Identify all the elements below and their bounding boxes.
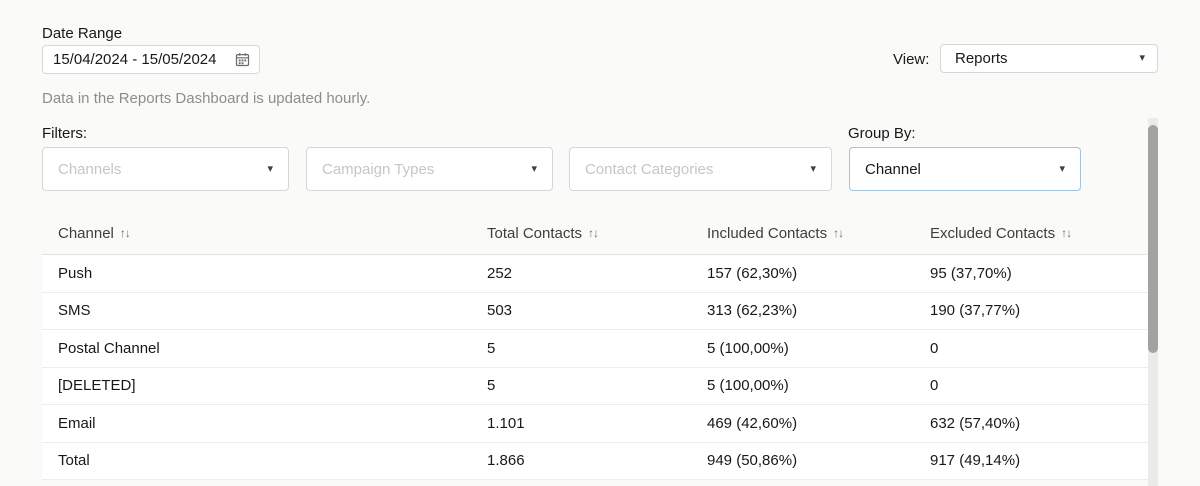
channels-filter-select[interactable]: Channels ▾ xyxy=(42,147,289,191)
sort-icon: ↑↓ xyxy=(119,226,131,240)
scrollbar-thumb[interactable] xyxy=(1148,125,1158,353)
col-header-total-contacts[interactable]: Total Contacts ↑↓ xyxy=(487,224,599,242)
cell-excluded-contacts: 95 (37,70%) xyxy=(930,264,1012,282)
table-row: Push 252 157 (62,30%) 95 (37,70%) xyxy=(42,255,1148,293)
table-row: Email 1.101 469 (42,60%) 632 (57,40%) xyxy=(42,405,1148,443)
cell-excluded-contacts: 632 (57,40%) xyxy=(930,414,1021,432)
sort-icon: ↑↓ xyxy=(588,226,599,240)
cell-excluded-contacts: 917 (49,14%) xyxy=(930,452,1021,470)
contact-categories-filter-select[interactable]: Contact Categories ▾ xyxy=(569,147,832,191)
filters-label: Filters: xyxy=(42,125,87,142)
table-row-total: Total 1.866 949 (50,86%) 917 (49,14%) xyxy=(42,442,1148,480)
caret-down-icon: ▾ xyxy=(1139,52,1145,64)
sort-icon: ↑↓ xyxy=(1061,226,1072,240)
campaign-types-filter-placeholder: Campaign Types xyxy=(322,160,435,178)
channels-filter-placeholder: Channels xyxy=(58,160,122,178)
view-select[interactable]: Reports ▾ xyxy=(940,44,1158,73)
view-label: View: xyxy=(893,51,930,68)
cell-included-contacts: 157 (62,30%) xyxy=(707,264,798,282)
caret-down-icon: ▾ xyxy=(531,162,537,175)
cell-included-contacts: 469 (42,60%) xyxy=(707,414,798,432)
cell-included-contacts: 949 (50,86%) xyxy=(707,452,798,470)
cell-included-contacts: 313 (62,23%) xyxy=(707,302,798,320)
table-row: Postal Channel 5 5 (100,00%) 0 xyxy=(42,330,1148,368)
cell-excluded-contacts: 0 xyxy=(930,339,939,357)
group-by-select[interactable]: Channel ▾ xyxy=(849,147,1081,191)
cell-channel: Total xyxy=(58,452,90,470)
cell-included-contacts: 5 (100,00%) xyxy=(707,339,789,357)
view-select-value: Reports xyxy=(955,50,1008,67)
table-row: [DELETED] 5 5 (100,00%) 0 xyxy=(42,367,1148,405)
cell-channel: SMS xyxy=(58,302,91,320)
cell-total-contacts: 1.866 xyxy=(487,452,525,470)
table-header-row: Channel ↑↓ Total Contacts ↑↓ Included Co… xyxy=(42,212,1148,255)
info-text: Data in the Reports Dashboard is updated… xyxy=(42,90,371,107)
cell-total-contacts: 5 xyxy=(487,377,496,395)
date-range-input[interactable]: 15/04/2024 - 15/05/2024 xyxy=(42,45,260,74)
caret-down-icon: ▾ xyxy=(810,162,816,175)
cell-included-contacts: 5 (100,00%) xyxy=(707,377,789,395)
cell-total-contacts: 503 xyxy=(487,302,513,320)
date-range-value: 15/04/2024 - 15/05/2024 xyxy=(53,51,217,68)
report-table: Channel ↑↓ Total Contacts ↑↓ Included Co… xyxy=(42,212,1148,480)
col-header-included-contacts[interactable]: Included Contacts ↑↓ xyxy=(707,224,844,242)
cell-channel: Email xyxy=(58,414,96,432)
col-header-channel[interactable]: Channel ↑↓ xyxy=(58,224,131,242)
date-range-label: Date Range xyxy=(42,25,123,42)
caret-down-icon: ▾ xyxy=(267,162,273,175)
cell-total-contacts: 1.101 xyxy=(487,414,525,432)
caret-down-icon: ▾ xyxy=(1059,162,1065,175)
campaign-types-filter-select[interactable]: Campaign Types ▾ xyxy=(306,147,553,191)
cell-total-contacts: 252 xyxy=(487,264,513,282)
cell-total-contacts: 5 xyxy=(487,339,496,357)
group-by-label: Group By: xyxy=(848,125,916,142)
sort-icon: ↑↓ xyxy=(833,226,844,240)
cell-excluded-contacts: 190 (37,77%) xyxy=(930,302,1021,320)
cell-channel: Postal Channel xyxy=(58,339,160,357)
cell-channel: Push xyxy=(58,264,93,282)
group-by-select-value: Channel xyxy=(865,160,921,178)
table-row: SMS 503 313 (62,23%) 190 (37,77%) xyxy=(42,292,1148,330)
calendar-icon[interactable] xyxy=(235,52,250,67)
contact-categories-filter-placeholder: Contact Categories xyxy=(585,160,714,178)
col-header-excluded-contacts[interactable]: Excluded Contacts ↑↓ xyxy=(930,224,1072,242)
cell-excluded-contacts: 0 xyxy=(930,377,939,395)
cell-channel: [DELETED] xyxy=(58,377,136,395)
